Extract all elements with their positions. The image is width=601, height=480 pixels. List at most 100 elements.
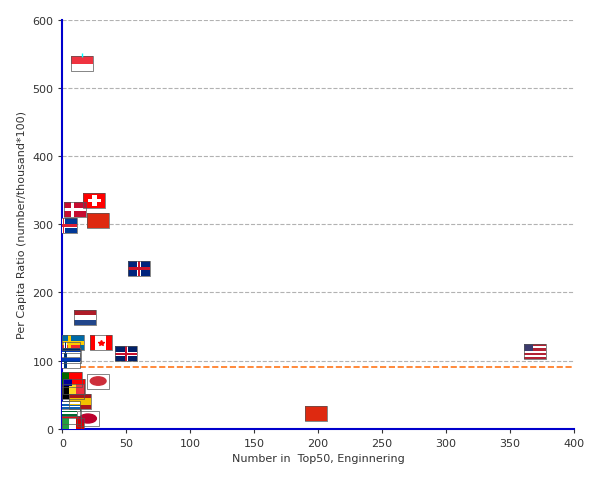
- Bar: [59, 350, 81, 352]
- Bar: [70, 58, 93, 72]
- Bar: [87, 374, 109, 389]
- Bar: [62, 336, 84, 350]
- Bar: [115, 347, 137, 361]
- Bar: [63, 379, 85, 394]
- Bar: [58, 349, 80, 351]
- Bar: [69, 372, 82, 387]
- Bar: [58, 342, 80, 358]
- Bar: [90, 336, 95, 350]
- Bar: [77, 411, 99, 426]
- Bar: [64, 202, 86, 217]
- Bar: [69, 398, 91, 406]
- Bar: [58, 403, 80, 404]
- Bar: [64, 208, 86, 211]
- Bar: [64, 353, 67, 368]
- Bar: [125, 347, 127, 361]
- Bar: [64, 342, 67, 358]
- Bar: [75, 315, 96, 321]
- Bar: [68, 336, 71, 350]
- Bar: [58, 406, 80, 408]
- Bar: [305, 407, 326, 421]
- Bar: [64, 202, 86, 217]
- Bar: [59, 348, 81, 363]
- Bar: [62, 384, 69, 399]
- Bar: [58, 409, 80, 411]
- Bar: [58, 413, 80, 414]
- Bar: [87, 214, 109, 229]
- Bar: [59, 409, 81, 424]
- Bar: [58, 353, 80, 368]
- Bar: [525, 357, 546, 360]
- Bar: [58, 401, 80, 416]
- Bar: [69, 384, 76, 399]
- Bar: [124, 347, 128, 361]
- Bar: [84, 193, 105, 208]
- Circle shape: [79, 414, 96, 423]
- Bar: [77, 411, 99, 426]
- Bar: [55, 224, 77, 228]
- Bar: [75, 311, 96, 325]
- Y-axis label: Per Capita Ratio (number/thousand*100): Per Capita Ratio (number/thousand*100): [17, 111, 26, 338]
- Bar: [76, 418, 84, 433]
- Bar: [62, 418, 84, 433]
- Bar: [70, 65, 93, 72]
- Bar: [55, 225, 77, 228]
- Bar: [59, 417, 81, 432]
- Bar: [88, 199, 101, 203]
- Bar: [59, 409, 81, 424]
- Circle shape: [90, 377, 106, 385]
- Bar: [115, 353, 137, 355]
- Bar: [62, 384, 84, 399]
- Bar: [525, 345, 546, 347]
- Bar: [62, 418, 69, 433]
- Bar: [128, 268, 150, 270]
- Bar: [59, 348, 81, 363]
- Bar: [75, 321, 96, 325]
- Bar: [62, 218, 65, 234]
- Bar: [76, 384, 84, 399]
- Bar: [525, 345, 546, 360]
- Bar: [55, 218, 77, 234]
- Bar: [58, 353, 80, 368]
- Bar: [525, 345, 533, 351]
- Bar: [305, 407, 326, 421]
- Bar: [69, 394, 91, 409]
- X-axis label: Number in  Top50, Enginnering: Number in Top50, Enginnering: [232, 454, 404, 463]
- Bar: [115, 347, 137, 361]
- Bar: [70, 58, 93, 65]
- Bar: [58, 348, 80, 352]
- Bar: [92, 196, 97, 206]
- Bar: [69, 394, 91, 409]
- Bar: [525, 349, 546, 351]
- Bar: [128, 267, 150, 271]
- Bar: [58, 359, 80, 362]
- Bar: [58, 342, 80, 358]
- Bar: [525, 355, 546, 357]
- Bar: [128, 262, 150, 276]
- Bar: [525, 351, 546, 353]
- Bar: [525, 347, 546, 349]
- Bar: [63, 218, 64, 234]
- Bar: [69, 418, 76, 433]
- Bar: [87, 214, 109, 229]
- Bar: [90, 336, 112, 350]
- Bar: [59, 417, 81, 432]
- Bar: [115, 352, 137, 356]
- Bar: [59, 359, 81, 361]
- Bar: [62, 341, 84, 345]
- Bar: [72, 202, 74, 217]
- Bar: [106, 336, 112, 350]
- Bar: [60, 372, 69, 387]
- Bar: [84, 193, 105, 208]
- Bar: [65, 342, 66, 358]
- Bar: [95, 336, 106, 350]
- Bar: [62, 336, 84, 350]
- Bar: [525, 353, 546, 355]
- Bar: [87, 374, 109, 389]
- Bar: [58, 401, 80, 416]
- Bar: [137, 262, 141, 276]
- Bar: [138, 262, 140, 276]
- Bar: [63, 379, 72, 387]
- Bar: [55, 218, 77, 234]
- Bar: [60, 372, 82, 387]
